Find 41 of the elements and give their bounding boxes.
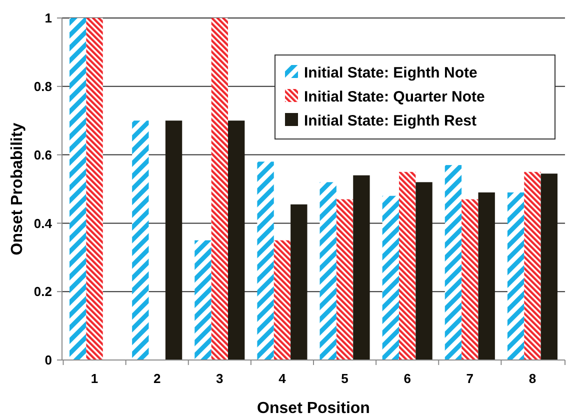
bar xyxy=(478,192,495,360)
x-tick-label: 5 xyxy=(341,371,348,386)
bar xyxy=(382,196,399,360)
bar xyxy=(132,120,149,360)
y-tick-label: 0.4 xyxy=(34,216,53,231)
legend-label: Initial State: Quarter Note xyxy=(304,88,485,106)
bar xyxy=(70,18,86,360)
y-tick-label: 0.2 xyxy=(34,284,52,300)
x-tick-label: 4 xyxy=(278,371,287,386)
legend-label: Initial State: Eighth Note xyxy=(304,64,478,82)
bar xyxy=(165,120,182,360)
bar xyxy=(86,18,103,360)
x-tick-label: 2 xyxy=(153,371,161,386)
bar xyxy=(507,192,524,360)
bar xyxy=(290,204,308,360)
y-tick-label: 0 xyxy=(44,352,52,368)
bar xyxy=(444,165,462,360)
y-tick-label: 0.6 xyxy=(34,147,52,162)
bar xyxy=(211,18,228,360)
x-tick-label: 3 xyxy=(216,371,224,386)
y-axis-title: Onset Probability xyxy=(9,122,26,256)
bar xyxy=(274,240,291,360)
x-tick-label: 7 xyxy=(466,371,474,386)
bar xyxy=(462,199,478,360)
x-tick-label: 8 xyxy=(528,371,536,386)
legend-label: Initial State: Eighth Rest xyxy=(304,112,477,130)
bar xyxy=(524,172,541,360)
y-tick-label: 0.8 xyxy=(34,78,52,94)
bar xyxy=(194,240,212,360)
bar xyxy=(540,174,558,360)
x-tick-label: 6 xyxy=(404,371,411,386)
bar xyxy=(416,182,432,360)
bar xyxy=(336,199,354,360)
x-tick-label: 1 xyxy=(90,371,98,386)
bar xyxy=(320,182,336,360)
bar xyxy=(228,120,245,360)
bar xyxy=(399,172,416,360)
bar xyxy=(257,162,274,360)
bar xyxy=(353,175,370,360)
x-axis-title: Onset Position xyxy=(257,400,370,417)
y-tick-label: 1 xyxy=(44,10,52,26)
